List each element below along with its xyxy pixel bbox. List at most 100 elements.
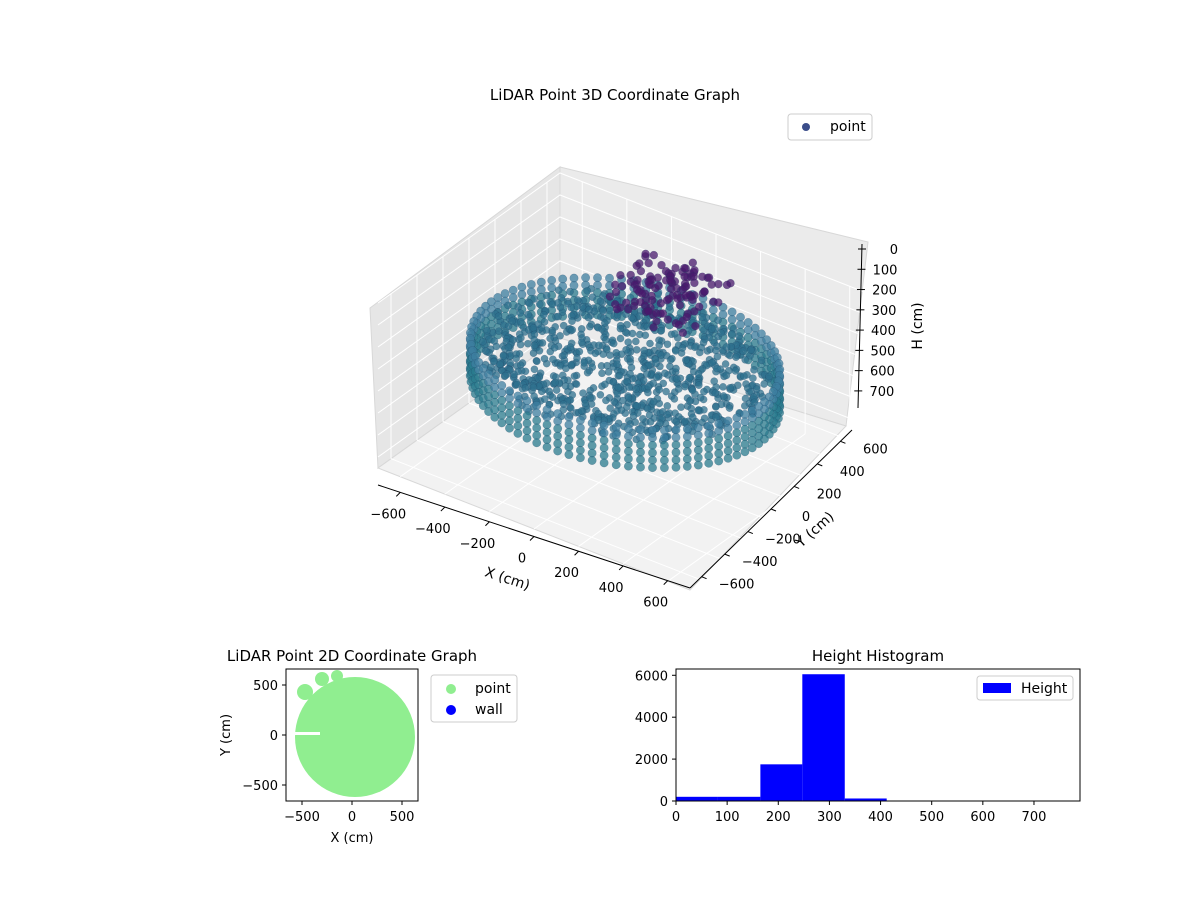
grid-line [377,194,873,326]
point-marker [641,331,650,340]
point-marker [524,339,532,348]
point-marker [636,425,645,435]
point-marker [644,388,652,397]
point-marker [648,455,657,465]
point-marker [649,379,658,388]
point-marker [517,334,525,342]
point-marker [612,304,622,314]
point-marker [680,263,689,273]
point-marker [646,418,655,426]
point-marker [505,416,514,426]
point-marker [540,395,549,403]
chart-histogram: Height Histogram 0 100 200 300 400 500 600 7000… [635,647,1081,825]
histogram-title: Height Histogram [812,647,944,665]
point-marker [627,313,636,322]
point-marker [596,390,605,399]
point-marker [594,409,603,418]
chart-3d: LiDAR Point 3D Coordinate Graph −600 −400… [369,86,926,611]
point-marker [585,305,593,314]
point-marker [623,454,633,464]
point-marker [652,373,661,382]
point-marker [505,408,514,418]
x-tick-label-hist: 600 [970,810,995,825]
point-marker [573,296,582,304]
point-marker [727,315,737,324]
point-marker [599,443,609,453]
point-marker [633,402,641,410]
point-blob-2d [331,670,343,682]
point-marker [710,377,719,386]
point-marker [647,295,657,305]
point-marker [599,307,607,315]
point-marker [532,430,542,440]
point-marker [656,419,664,428]
point-marker [594,323,602,332]
point-marker [721,360,730,368]
z-tick-label-3d: 0 [890,243,898,258]
y-tick-label-3d: −600 [719,578,755,593]
y-tick-label-3d: −200 [765,533,801,548]
point-marker [596,297,605,306]
point-marker [559,400,568,408]
point-marker [552,386,561,394]
point-marker [583,286,592,295]
x-axis-label-2d: X (cm) [331,831,374,846]
point-marker [671,440,681,450]
point-marker [554,312,562,321]
x-tick-label-3d: −200 [460,537,496,552]
point-marker [622,403,631,411]
point-marker [609,378,618,386]
point-marker [623,424,633,434]
point-marker [522,396,532,406]
point-marker [740,432,750,442]
point-marker [599,450,609,460]
ticks-2d: −500 0 500 −500 0 500 [242,679,414,825]
point-marker [648,433,657,443]
point-marker [564,412,574,422]
z-tick-label-3d: 100 [873,263,898,278]
legend-3d: point [787,113,873,141]
point-marker [648,448,657,458]
point-marker [714,456,724,466]
x-tick-label-2d: −500 [284,810,320,825]
point-marker [723,416,733,426]
y-tick-3d [701,576,707,580]
point-marker [649,250,659,260]
point-marker [632,385,640,393]
point-marker [735,332,743,340]
point-marker [658,309,668,318]
point-marker [551,378,560,387]
point-blob-2d [297,684,313,700]
point-marker [649,323,658,332]
point-marker [631,337,640,346]
point-marker [611,430,621,440]
point-marker [573,354,581,362]
point-marker [513,380,521,389]
point-marker [521,384,530,392]
point-marker [497,388,507,398]
point-marker [561,382,570,390]
x-axis-label-3d: X (cm) [483,564,532,594]
point-marker [670,395,679,403]
point-marker [723,453,733,463]
point-marker [623,446,633,456]
x-tick-label-hist: 100 [715,810,740,825]
point-marker [591,349,600,358]
point-marker [713,352,722,361]
y-tick-3d [840,440,846,444]
point-marker [610,280,620,289]
point-marker [693,460,703,470]
point-cloud-2d [295,677,415,797]
point-marker [646,339,654,348]
point-marker [522,403,532,413]
point-marker [601,380,609,389]
point-marker [719,392,728,400]
point-marker [688,258,698,267]
point-marker [685,374,694,382]
point-marker [587,456,597,465]
histogram-bar [844,798,887,801]
point-marker [671,455,681,465]
point-marker [587,433,597,443]
x-tick-label-hist: 400 [868,810,893,825]
